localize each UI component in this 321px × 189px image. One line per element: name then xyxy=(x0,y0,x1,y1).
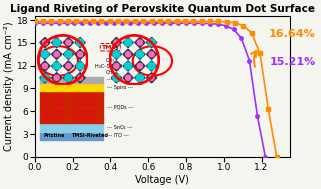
X-axis label: Voltage (V): Voltage (V) xyxy=(135,175,189,185)
Y-axis label: Current density (mA cm⁻²): Current density (mA cm⁻²) xyxy=(4,22,14,151)
Title: Ligand Riveting of Perovskite Quantum Dot Surface: Ligand Riveting of Perovskite Quantum Do… xyxy=(10,4,315,14)
Text: 15.21%: 15.21% xyxy=(270,57,316,67)
Text: 16.64%: 16.64% xyxy=(268,29,315,39)
